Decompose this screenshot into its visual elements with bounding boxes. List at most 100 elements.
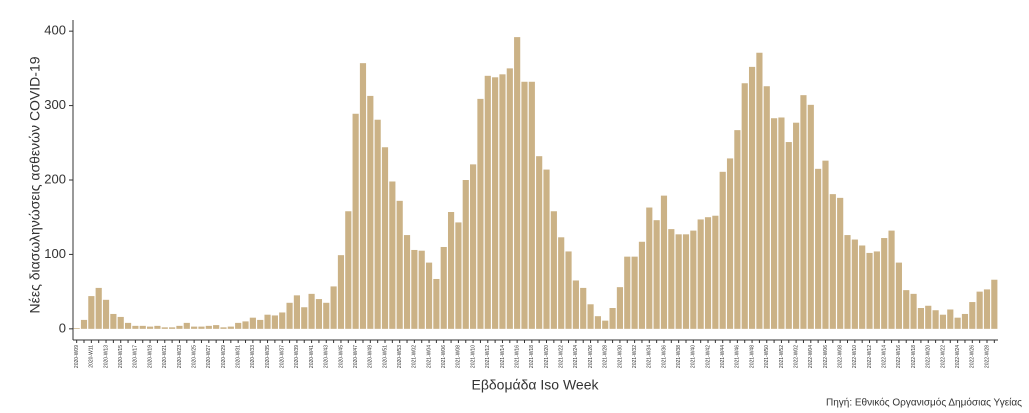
x-tick-label: 2021-W28 bbox=[603, 345, 609, 368]
bar bbox=[506, 68, 513, 329]
bar bbox=[778, 117, 785, 329]
bar bbox=[484, 75, 491, 329]
bar bbox=[514, 37, 521, 329]
x-tick-label: 2021-W24 bbox=[573, 345, 579, 368]
x-tick-label: 2020-W41 bbox=[309, 345, 315, 368]
x-axis-label: Εβδομάδα Iso Week bbox=[471, 377, 599, 393]
y-tick-label: 300 bbox=[44, 97, 66, 112]
x-tick-label: 2020-W39 bbox=[294, 345, 300, 368]
bar bbox=[961, 313, 969, 329]
x-tick-label: 2021-W48 bbox=[749, 345, 755, 368]
x-tick-label: 2021-W02 bbox=[412, 345, 418, 368]
bar bbox=[330, 286, 337, 329]
bar bbox=[837, 197, 844, 329]
bar bbox=[367, 95, 374, 329]
bar bbox=[609, 308, 616, 329]
bar bbox=[271, 315, 278, 329]
bar bbox=[249, 317, 256, 329]
bar bbox=[822, 160, 829, 329]
bar bbox=[829, 194, 836, 329]
bar bbox=[690, 230, 697, 329]
bar bbox=[881, 238, 888, 329]
x-tick-label: 2020-W23 bbox=[177, 345, 183, 368]
x-tick-label: 2020-W31 bbox=[236, 345, 242, 368]
bar bbox=[161, 327, 168, 329]
bar bbox=[521, 81, 528, 329]
bar bbox=[242, 321, 249, 329]
bar bbox=[646, 207, 653, 329]
bar bbox=[447, 212, 455, 329]
bar bbox=[638, 241, 646, 329]
bar bbox=[712, 215, 719, 329]
bar bbox=[293, 295, 300, 329]
bar bbox=[102, 299, 110, 329]
bar bbox=[139, 325, 146, 329]
bar bbox=[110, 313, 117, 329]
x-tick-label: 2020-W37 bbox=[280, 345, 286, 368]
bar bbox=[932, 310, 939, 329]
x-tick-label: 2021-W36 bbox=[661, 345, 667, 368]
bar bbox=[954, 317, 961, 329]
bar bbox=[403, 235, 411, 329]
x-tick-label: 2022-W10 bbox=[852, 345, 858, 368]
x-tick-label: 2022-W12 bbox=[867, 345, 873, 368]
bar bbox=[389, 181, 396, 329]
x-tick-label: 2021-W42 bbox=[705, 345, 711, 368]
bar bbox=[198, 326, 205, 329]
bar bbox=[572, 280, 579, 329]
bar bbox=[947, 309, 954, 329]
x-tick-label: 2022-W20 bbox=[926, 345, 932, 368]
x-tick-label: 2021-W18 bbox=[529, 345, 535, 368]
bar bbox=[477, 98, 484, 329]
bar bbox=[624, 256, 631, 329]
bar bbox=[866, 252, 873, 329]
bar bbox=[418, 250, 425, 329]
bar bbox=[800, 95, 807, 329]
bar bbox=[301, 307, 308, 329]
bar bbox=[359, 63, 367, 329]
x-tick-label: 2021-W14 bbox=[500, 345, 506, 368]
x-tick-label: 2020-W49 bbox=[368, 345, 374, 368]
bar bbox=[279, 312, 286, 329]
bar bbox=[176, 325, 183, 329]
x-tick-label: 2020-W15 bbox=[118, 345, 124, 368]
bar bbox=[815, 168, 822, 329]
bar bbox=[594, 316, 601, 329]
bar bbox=[602, 320, 609, 329]
bar bbox=[132, 325, 139, 329]
bar bbox=[675, 234, 682, 329]
bar bbox=[345, 211, 352, 329]
bar bbox=[220, 327, 227, 329]
bar bbox=[308, 293, 315, 329]
bar bbox=[235, 322, 242, 329]
bar bbox=[411, 249, 418, 329]
bar bbox=[851, 239, 858, 329]
x-tick-label: 2022-W16 bbox=[896, 345, 902, 368]
bar bbox=[257, 319, 264, 329]
bar bbox=[976, 291, 983, 329]
x-tick-label: 2021-W20 bbox=[544, 345, 550, 368]
x-tick-label: 2020-W33 bbox=[250, 345, 256, 368]
x-tick-label: 2020-W51 bbox=[382, 345, 388, 368]
bar bbox=[734, 130, 741, 329]
x-tick-label: 2020-W19 bbox=[147, 345, 153, 368]
x-tick-label: 2021-W06 bbox=[441, 345, 447, 368]
x-tick-label: 2022-W28 bbox=[984, 345, 990, 368]
bar bbox=[191, 326, 198, 329]
x-tick-label: 2020-W45 bbox=[338, 345, 344, 368]
bar bbox=[660, 195, 668, 329]
bar bbox=[704, 217, 712, 329]
bar bbox=[396, 200, 403, 329]
caption: Πηγή: Εθνικός Οργανισμός Δημόσιας Υγείας bbox=[826, 397, 1022, 409]
bar bbox=[969, 302, 976, 329]
bar bbox=[227, 326, 234, 329]
bar bbox=[748, 66, 756, 329]
bar bbox=[697, 219, 704, 329]
x-tick-label: 2022-W18 bbox=[911, 345, 917, 368]
x-tick-label: 2020-W21 bbox=[162, 345, 168, 368]
bar bbox=[374, 119, 381, 329]
bar bbox=[147, 326, 154, 329]
bar bbox=[323, 302, 330, 329]
x-tick-label: 2020-W29 bbox=[221, 345, 227, 368]
